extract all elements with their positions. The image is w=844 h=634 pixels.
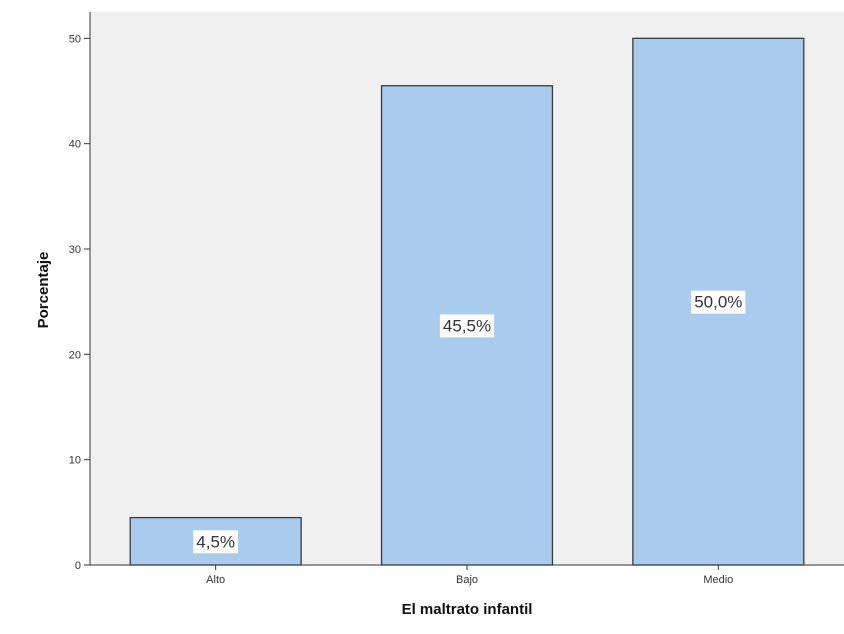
data-label-bajo: 45,5% (439, 314, 495, 338)
data-label-medio: 50,0% (691, 290, 746, 314)
x-axis-title: El maltrato infantil (402, 601, 533, 618)
y-tick-label: 30 (69, 244, 81, 256)
data-label-text: 50,0% (694, 293, 742, 312)
y-tick-label: 0 (75, 560, 81, 572)
x-axis: Alto Bajo Medio (90, 564, 844, 586)
y-tick-label: 20 (69, 349, 81, 361)
y-axis: 0 10 20 30 40 50 (69, 12, 91, 572)
data-label-text: 45,5% (443, 316, 491, 335)
data-label-text: 4,5% (196, 532, 235, 551)
x-tick-label: Medio (703, 574, 733, 586)
data-labels-group: 4,5% 45,5% 50,0% (193, 290, 746, 554)
x-tick-label: Alto (206, 574, 225, 586)
y-tick-label: 50 (69, 33, 81, 45)
data-label-box (439, 314, 495, 338)
y-tick-label: 10 (69, 455, 81, 467)
data-label-box (193, 530, 239, 554)
data-label-box (691, 290, 746, 314)
data-label-alto: 4,5% (193, 530, 239, 554)
y-axis-title: Porcentaje (35, 252, 52, 329)
y-tick-label: 40 (69, 139, 81, 151)
x-tick-label: Bajo (456, 574, 478, 586)
